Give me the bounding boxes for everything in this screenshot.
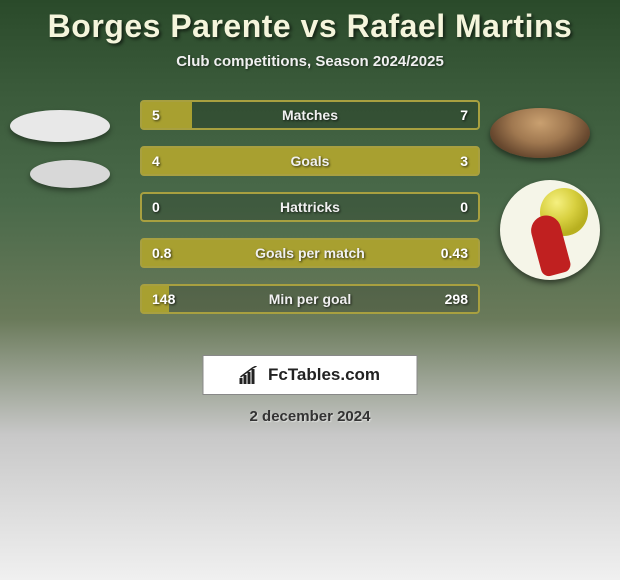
stat-value-right: 0: [460, 199, 468, 215]
player-left-avatar-2: [30, 160, 110, 188]
page-subtitle: Club competitions, Season 2024/2025: [0, 53, 620, 70]
bar-left: [142, 102, 192, 128]
stat-value-right: 0.43: [441, 245, 468, 261]
chart-icon: [240, 366, 262, 384]
player-left-avatar-1: [10, 110, 110, 142]
stat-value-right: 7: [460, 107, 468, 123]
player-right-avatar-1: [490, 108, 590, 158]
stat-row-gpm: 0.8 Goals per match 0.43: [140, 238, 480, 268]
stat-label: Hattricks: [280, 199, 340, 215]
stat-bars: 5 Matches 7 4 Goals 3 0 Hattricks 0 0.8 …: [140, 100, 480, 330]
stat-value-left: 0: [152, 199, 160, 215]
player-right-avatar-2: [500, 180, 600, 280]
stat-value-left: 0.8: [152, 245, 171, 261]
stat-label: Goals: [291, 153, 330, 169]
stat-label: Min per goal: [269, 291, 351, 307]
page-title: Borges Parente vs Rafael Martins: [0, 0, 620, 45]
stat-row-hattricks: 0 Hattricks 0: [140, 192, 480, 222]
date-text: 2 december 2024: [250, 408, 371, 425]
stat-row-matches: 5 Matches 7: [140, 100, 480, 130]
stat-value-right: 298: [445, 291, 468, 307]
stat-value-right: 3: [460, 153, 468, 169]
stat-label: Goals per match: [255, 245, 365, 261]
watermark: FcTables.com: [203, 355, 418, 395]
stat-value-left: 4: [152, 153, 160, 169]
watermark-text: FcTables.com: [268, 365, 380, 385]
stat-value-left: 148: [152, 291, 175, 307]
stat-row-goals: 4 Goals 3: [140, 146, 480, 176]
stats-area: 5 Matches 7 4 Goals 3 0 Hattricks 0 0.8 …: [0, 100, 620, 340]
stat-value-left: 5: [152, 107, 160, 123]
stat-label: Matches: [282, 107, 338, 123]
stat-row-mpg: 148 Min per goal 298: [140, 284, 480, 314]
